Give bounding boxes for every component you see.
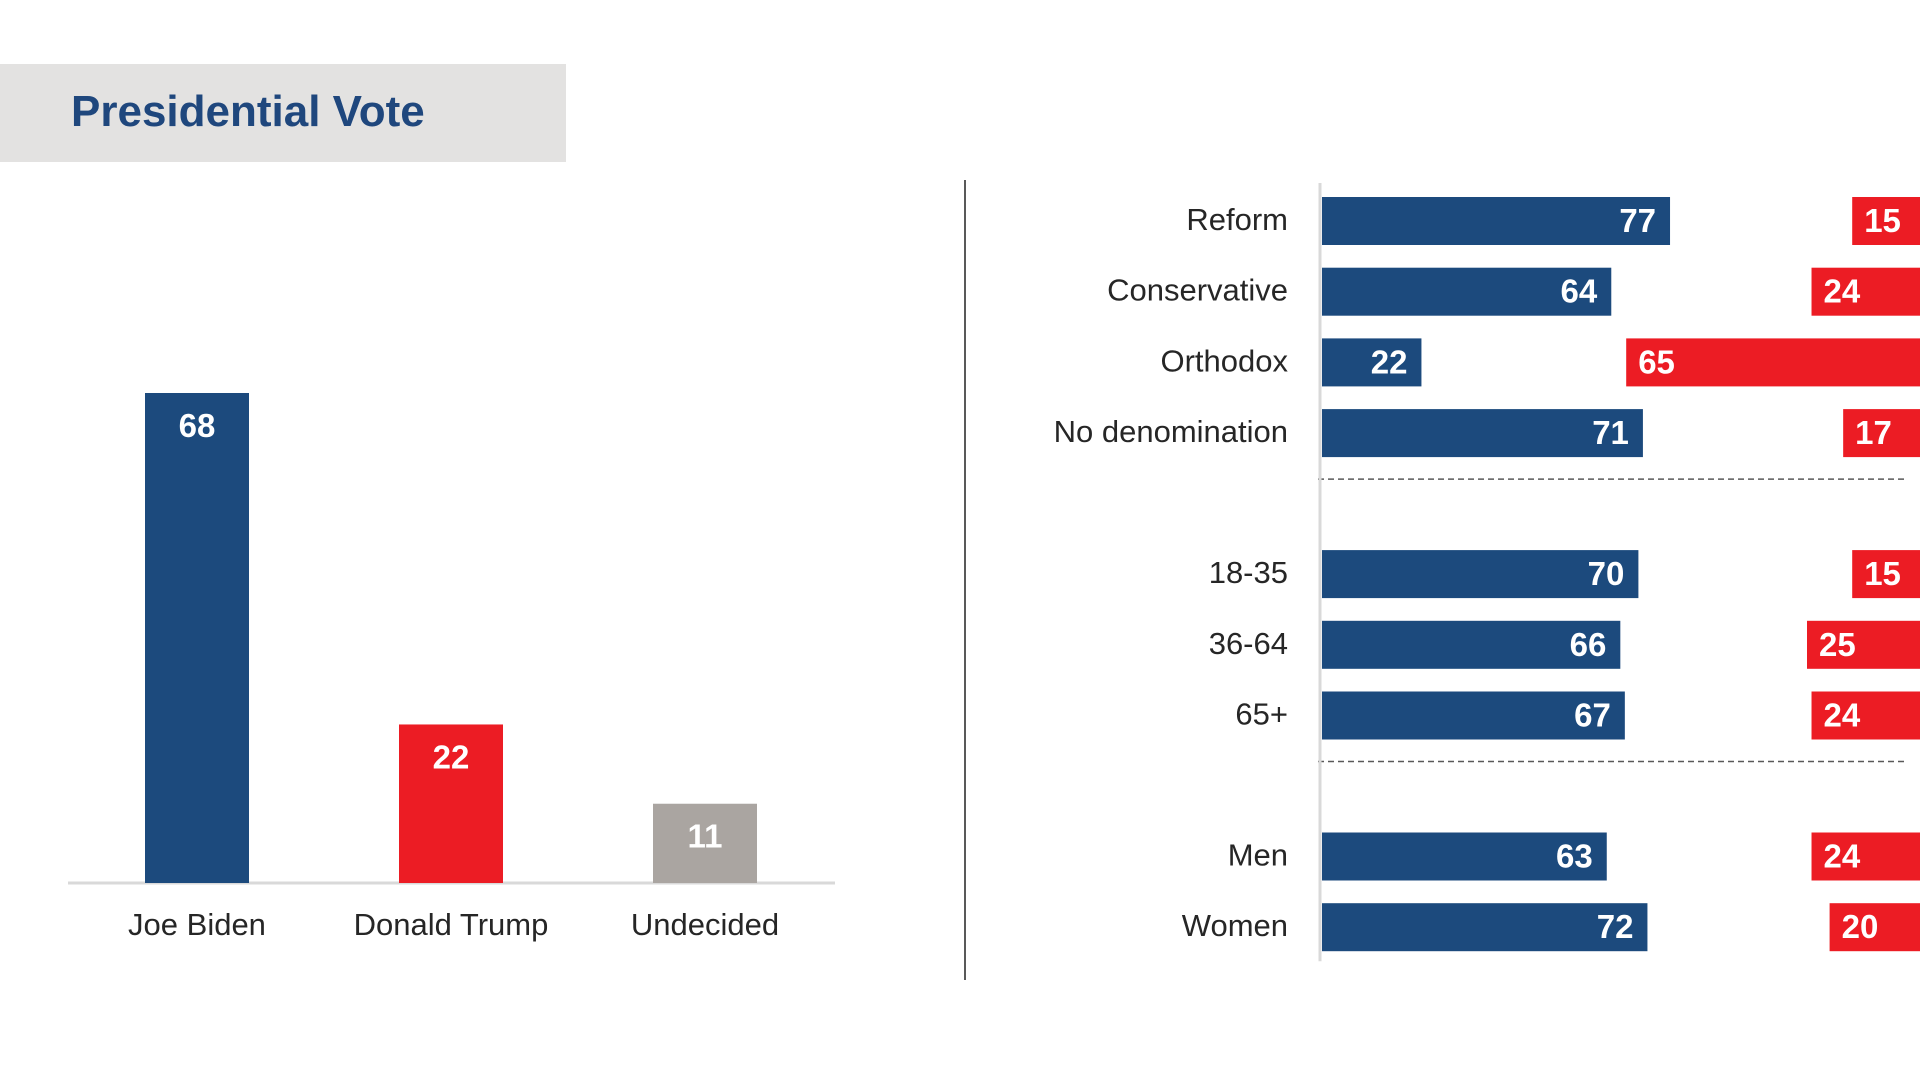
biden-label-no-denomination: 71 <box>1592 414 1629 451</box>
trump-bar-women <box>1829 903 1920 952</box>
biden-label-36-64: 66 <box>1570 626 1607 663</box>
bar-donald-trump <box>399 724 503 883</box>
biden-bar-18-35 <box>1322 550 1639 599</box>
data-label-undecided: 11 <box>688 818 723 855</box>
row-label-men: Men <box>1228 838 1288 873</box>
bar-joe-biden <box>145 393 249 883</box>
trump-label-no-denomination: 17 <box>1855 414 1892 451</box>
biden-label-reform: 77 <box>1619 202 1656 239</box>
biden-bar-men <box>1322 832 1607 881</box>
row-label-65: 65+ <box>1235 697 1288 732</box>
trump-bar-reform <box>1852 197 1920 245</box>
biden-bar-36-64 <box>1322 620 1621 669</box>
title-box: Presidential Vote <box>0 64 566 162</box>
data-label-donald-trump: 22 <box>433 738 470 775</box>
row-label-women: Women <box>1182 908 1288 943</box>
chart-divider <box>964 180 966 980</box>
vote-by-group-chart: 77 15 Reform 64 24 Conservative 22 65 Orthodox 71… <box>1054 183 1920 962</box>
biden-bar-65 <box>1322 691 1625 740</box>
biden-label-conservative: 64 <box>1561 273 1598 310</box>
trump-bar-men <box>1811 832 1920 881</box>
data-label-joe-biden: 68 <box>179 407 216 444</box>
page-title: Presidential Vote <box>71 87 425 136</box>
trump-bar-36-64 <box>1807 620 1920 669</box>
category-label-undecided: Undecided <box>631 907 779 942</box>
biden-label-orthodox: 22 <box>1371 343 1408 380</box>
biden-bar-women <box>1322 903 1648 952</box>
biden-bar-no-denomination <box>1322 409 1643 458</box>
trump-label-conservative: 24 <box>1824 273 1861 310</box>
trump-bar-no-denomination <box>1843 409 1920 458</box>
row-label-conservative: Conservative <box>1107 273 1288 308</box>
bar-undecided <box>653 803 757 883</box>
biden-bar-orthodox <box>1322 338 1422 387</box>
trump-label-orthodox: 65 <box>1638 343 1675 380</box>
overall-vote-chart: 68 Joe Biden 22 Donald Trump 11 Undecided <box>68 393 835 942</box>
biden-bar-conservative <box>1322 267 1612 316</box>
row-label-36-64: 36-64 <box>1209 626 1288 661</box>
row-label-reform: Reform <box>1186 202 1288 237</box>
biden-label-65: 67 <box>1574 697 1611 734</box>
row-label-no-denomination: No denomination <box>1054 414 1288 449</box>
trump-label-65: 24 <box>1824 697 1861 734</box>
trump-bar-conservative <box>1811 267 1920 316</box>
biden-label-18-35: 70 <box>1588 555 1625 592</box>
category-label-donald-trump: Donald Trump <box>354 907 549 942</box>
row-label-18-35: 18-35 <box>1209 555 1288 590</box>
trump-label-reform: 15 <box>1864 202 1901 239</box>
trump-label-men: 24 <box>1824 838 1861 875</box>
biden-label-men: 63 <box>1556 838 1593 875</box>
trump-label-36-64: 25 <box>1819 626 1856 663</box>
trump-label-18-35: 15 <box>1864 555 1901 592</box>
trump-label-women: 20 <box>1842 908 1879 945</box>
trump-bar-orthodox <box>1626 338 1920 387</box>
biden-label-women: 72 <box>1597 908 1634 945</box>
row-label-orthodox: Orthodox <box>1160 343 1288 378</box>
trump-bar-65 <box>1811 691 1920 740</box>
biden-bar-reform <box>1322 197 1671 245</box>
category-label-joe-biden: Joe Biden <box>128 907 266 942</box>
trump-bar-18-35 <box>1852 550 1920 599</box>
